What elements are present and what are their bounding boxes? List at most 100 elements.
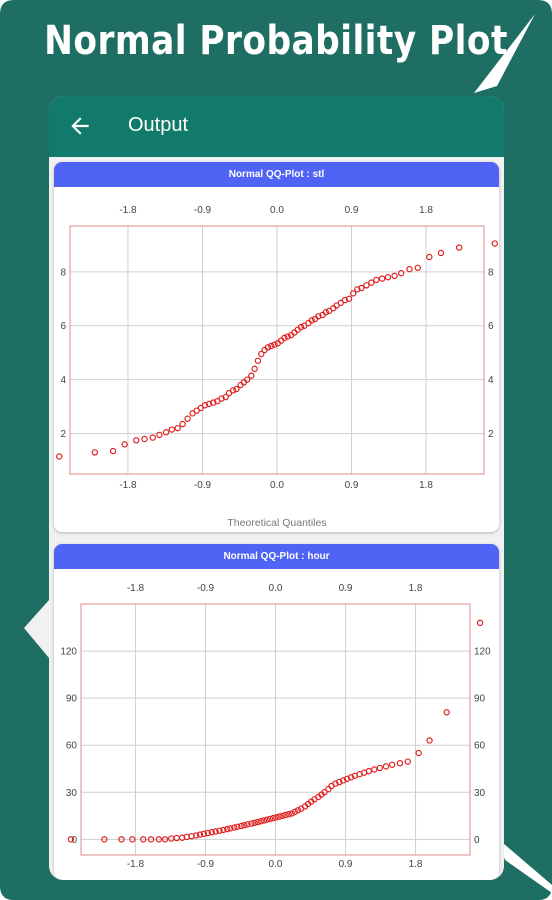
promo-title: Normal Probability Plot xyxy=(44,18,508,64)
data-point xyxy=(263,816,271,823)
data-point xyxy=(339,777,347,784)
x-tick-label-top: 1.8 xyxy=(409,583,423,594)
chart-header: Normal QQ-Plot : stl xyxy=(54,162,499,187)
x-tick-label-top: 1.8 xyxy=(419,205,433,216)
data-point xyxy=(204,829,212,837)
data-point xyxy=(234,823,241,830)
data-point xyxy=(56,453,63,460)
data-point xyxy=(218,395,225,402)
data-point xyxy=(282,811,289,819)
data-point xyxy=(101,836,108,843)
data-point xyxy=(396,760,404,767)
data-point xyxy=(231,824,238,831)
data-point xyxy=(341,296,349,304)
data-point xyxy=(273,814,280,821)
x-tick-label-bottom: 0.9 xyxy=(339,859,353,870)
data-point xyxy=(244,821,251,828)
data-point xyxy=(129,836,136,843)
data-point xyxy=(285,811,292,818)
data-point xyxy=(398,269,405,277)
x-tick-label-bottom: 0.9 xyxy=(345,480,359,491)
data-point xyxy=(269,814,277,822)
data-point xyxy=(196,831,204,838)
qq-plot-card-hour: Normal QQ-Plot : hour -1.8 -1.8 -0.9 -0.9 0.… xyxy=(54,544,499,880)
x-tick-label-top: -1.8 xyxy=(119,205,137,216)
data-point xyxy=(415,749,422,757)
data-point xyxy=(149,434,157,441)
data-point xyxy=(264,344,272,351)
data-point xyxy=(184,415,191,422)
x-tick-label-bottom: -1.8 xyxy=(119,480,137,491)
data-point xyxy=(315,313,322,320)
data-point xyxy=(201,402,209,409)
data-point xyxy=(336,778,343,786)
data-point xyxy=(349,290,357,297)
data-point xyxy=(376,764,383,772)
y-tick-label-right: 60 xyxy=(474,741,486,752)
data-point xyxy=(284,333,291,340)
data-point xyxy=(347,774,355,781)
data-point xyxy=(321,789,328,796)
x-tick-label-bottom: -0.9 xyxy=(197,859,215,870)
qq-plot-card-stl: Normal QQ-Plot : stl -1.8 -1.8 -0.9 -0.9 0.0… xyxy=(54,162,499,532)
data-point xyxy=(222,393,229,401)
data-point xyxy=(109,447,117,455)
data-point xyxy=(322,309,330,316)
y-tick-label-right: 90 xyxy=(474,694,486,705)
data-point xyxy=(238,822,245,830)
data-point xyxy=(279,812,286,819)
y-tick-label-left: 30 xyxy=(66,788,78,799)
data-point xyxy=(208,829,215,836)
data-point xyxy=(155,836,163,843)
data-point xyxy=(345,295,353,302)
y-tick-label-left: 120 xyxy=(60,647,77,658)
data-point xyxy=(216,827,223,834)
data-point xyxy=(308,317,315,324)
data-point xyxy=(268,342,275,350)
data-point xyxy=(365,767,373,775)
qq-plot-stl: -1.8 -1.8 -0.9 -0.9 0.0 0.0 0.9 0.9 1.8 1.8 2 2 4 4 6 6… xyxy=(56,205,498,529)
x-tick-label-top: 0.0 xyxy=(270,205,284,216)
data-point xyxy=(426,253,433,261)
x-tick-label-top: 0.9 xyxy=(345,205,359,216)
x-tick-label-bottom: 0.0 xyxy=(269,859,283,870)
data-point xyxy=(179,420,186,428)
arrow-left-icon[interactable] xyxy=(67,113,93,139)
data-point xyxy=(325,785,332,793)
data-point xyxy=(192,832,200,839)
data-point xyxy=(391,272,398,280)
data-point xyxy=(343,775,351,783)
data-point xyxy=(147,836,155,843)
y-tick-label-right: 8 xyxy=(488,267,494,278)
data-point xyxy=(141,435,148,443)
data-point xyxy=(168,426,176,433)
y-tick-label-right: 30 xyxy=(474,788,486,799)
x-tick-label-top: -0.9 xyxy=(197,583,215,594)
data-point xyxy=(332,780,339,787)
data-point xyxy=(121,441,128,448)
data-point xyxy=(271,341,278,348)
data-point xyxy=(248,820,255,827)
data-point xyxy=(368,279,375,286)
data-point xyxy=(371,766,378,773)
y-tick-label-right: 0 xyxy=(474,835,480,846)
data-point xyxy=(384,274,392,281)
x-tick-label-top: -0.9 xyxy=(194,205,212,216)
data-point xyxy=(220,826,227,834)
data-point xyxy=(258,350,265,358)
data-point xyxy=(378,275,386,282)
y-tick-label-right: 6 xyxy=(488,321,494,332)
data-point xyxy=(443,709,450,716)
x-tick-label-top: 0.9 xyxy=(339,583,353,594)
data-point xyxy=(266,815,274,823)
data-point xyxy=(233,385,240,393)
plot-frame xyxy=(80,603,471,856)
y-tick-label-right: 120 xyxy=(474,647,491,658)
data-point xyxy=(168,835,175,842)
data-point xyxy=(248,372,255,379)
y-tick-label-left: 6 xyxy=(60,321,66,332)
data-point xyxy=(91,449,99,456)
data-point xyxy=(251,819,258,827)
phone-screen: Output Normal QQ-Plot : stl -1.8 -1.8 -0.9… xyxy=(49,96,504,880)
app-bar: Output xyxy=(49,96,504,157)
